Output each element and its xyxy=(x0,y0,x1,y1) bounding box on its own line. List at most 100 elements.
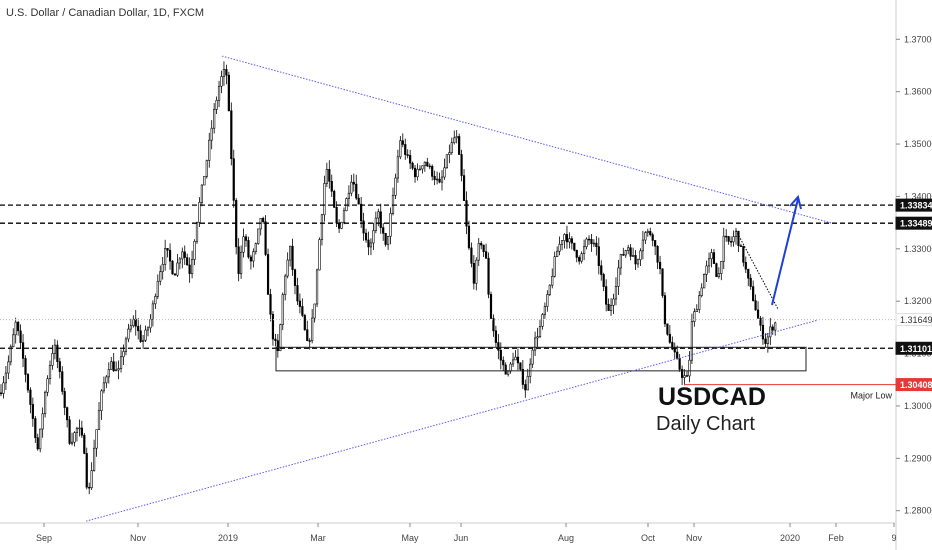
candle-body xyxy=(225,69,228,76)
price-label-bg xyxy=(895,216,932,230)
candle-body xyxy=(707,258,711,267)
candle-body xyxy=(752,286,755,301)
candle-body xyxy=(759,318,762,326)
candle-body xyxy=(34,418,37,438)
candle-body xyxy=(514,356,517,361)
time-tick-label: Mar xyxy=(310,533,326,543)
candle-body xyxy=(453,137,456,143)
candle-body xyxy=(769,326,772,338)
support-zone xyxy=(275,346,807,372)
candle-body xyxy=(318,239,321,271)
candle-body xyxy=(63,391,66,408)
candle-body xyxy=(426,161,429,167)
candle-body xyxy=(151,303,155,320)
candle-body xyxy=(311,317,314,342)
candle-body xyxy=(399,140,402,158)
candle-body xyxy=(391,195,395,214)
candle-body xyxy=(409,155,412,164)
candle-body xyxy=(335,207,338,224)
candle-body xyxy=(693,311,696,322)
candle-body xyxy=(521,369,524,385)
candle-body xyxy=(448,152,451,156)
candle-body xyxy=(631,255,635,257)
candle-body xyxy=(315,269,319,305)
candle-body xyxy=(61,371,64,392)
candle-body xyxy=(115,369,118,372)
candle-body xyxy=(627,247,630,251)
candle-body xyxy=(443,167,446,178)
candle-body xyxy=(639,250,642,261)
candle-body xyxy=(690,321,693,361)
candle-body xyxy=(573,242,576,251)
candle-body xyxy=(362,220,365,234)
candle-body xyxy=(595,242,598,247)
candle-body xyxy=(671,342,674,350)
candle-body xyxy=(66,407,69,421)
candle-body xyxy=(88,486,91,489)
candle-body xyxy=(492,318,495,332)
time-tick-label: 2019 xyxy=(218,533,238,543)
candle-body xyxy=(168,249,172,262)
price-tick-label: 1.33000 xyxy=(904,244,932,254)
candle-body xyxy=(700,287,703,296)
candle-body xyxy=(2,382,5,394)
candle-body xyxy=(499,349,502,361)
candle-body xyxy=(105,376,108,384)
candle-body xyxy=(617,267,620,287)
candle-body xyxy=(384,233,387,245)
candle-body xyxy=(605,286,608,305)
candle-body xyxy=(56,344,59,362)
candle-body xyxy=(458,136,461,155)
candle-body xyxy=(541,314,544,327)
candle-body xyxy=(213,109,216,129)
candle-body xyxy=(320,214,324,240)
candle-body xyxy=(644,232,647,241)
candle-body xyxy=(494,330,498,343)
candle-body xyxy=(367,239,370,248)
candle-body xyxy=(668,333,671,343)
candle-body xyxy=(102,382,105,392)
candle-body xyxy=(592,242,595,245)
candle-body xyxy=(210,127,213,141)
candle-body xyxy=(132,318,135,327)
candle-body xyxy=(438,178,441,183)
candle-body xyxy=(435,178,439,181)
candle-body xyxy=(31,404,34,419)
candle-body xyxy=(301,306,304,316)
candle-body xyxy=(587,238,591,241)
candle-body xyxy=(622,254,625,256)
candle-body xyxy=(193,240,196,260)
candle-body xyxy=(252,251,255,262)
candle-body xyxy=(747,268,750,279)
candle-body xyxy=(303,315,306,331)
candle-body xyxy=(580,253,583,262)
candle-body xyxy=(36,437,39,450)
candle-body xyxy=(680,369,684,378)
candle-body xyxy=(166,248,169,251)
chart-title: U.S. Dollar / Canadian Dollar, 1D, FXCM xyxy=(6,7,205,19)
candle-body xyxy=(467,225,471,249)
candle-body xyxy=(58,361,61,372)
candle-body xyxy=(619,254,622,269)
candle-body xyxy=(428,165,431,168)
candle-body xyxy=(75,427,79,433)
candle-body xyxy=(352,181,355,185)
candle-body xyxy=(597,246,600,266)
candle-body xyxy=(369,242,373,248)
candle-body xyxy=(654,240,657,247)
time-tick-label: Nov xyxy=(130,533,147,543)
candle-body xyxy=(418,168,422,171)
candle-body xyxy=(698,295,701,310)
candle-body xyxy=(364,232,368,241)
candle-body xyxy=(742,245,745,263)
candle-body xyxy=(26,374,30,391)
candle-body xyxy=(274,338,277,341)
price-tick-label: 1.35000 xyxy=(904,139,932,149)
annotation-title: USDCAD xyxy=(658,383,767,411)
candle-body xyxy=(296,285,299,302)
candle-body xyxy=(465,200,468,227)
minor-trendline xyxy=(735,230,779,310)
candle-body xyxy=(712,252,716,264)
candle-body xyxy=(80,427,83,436)
